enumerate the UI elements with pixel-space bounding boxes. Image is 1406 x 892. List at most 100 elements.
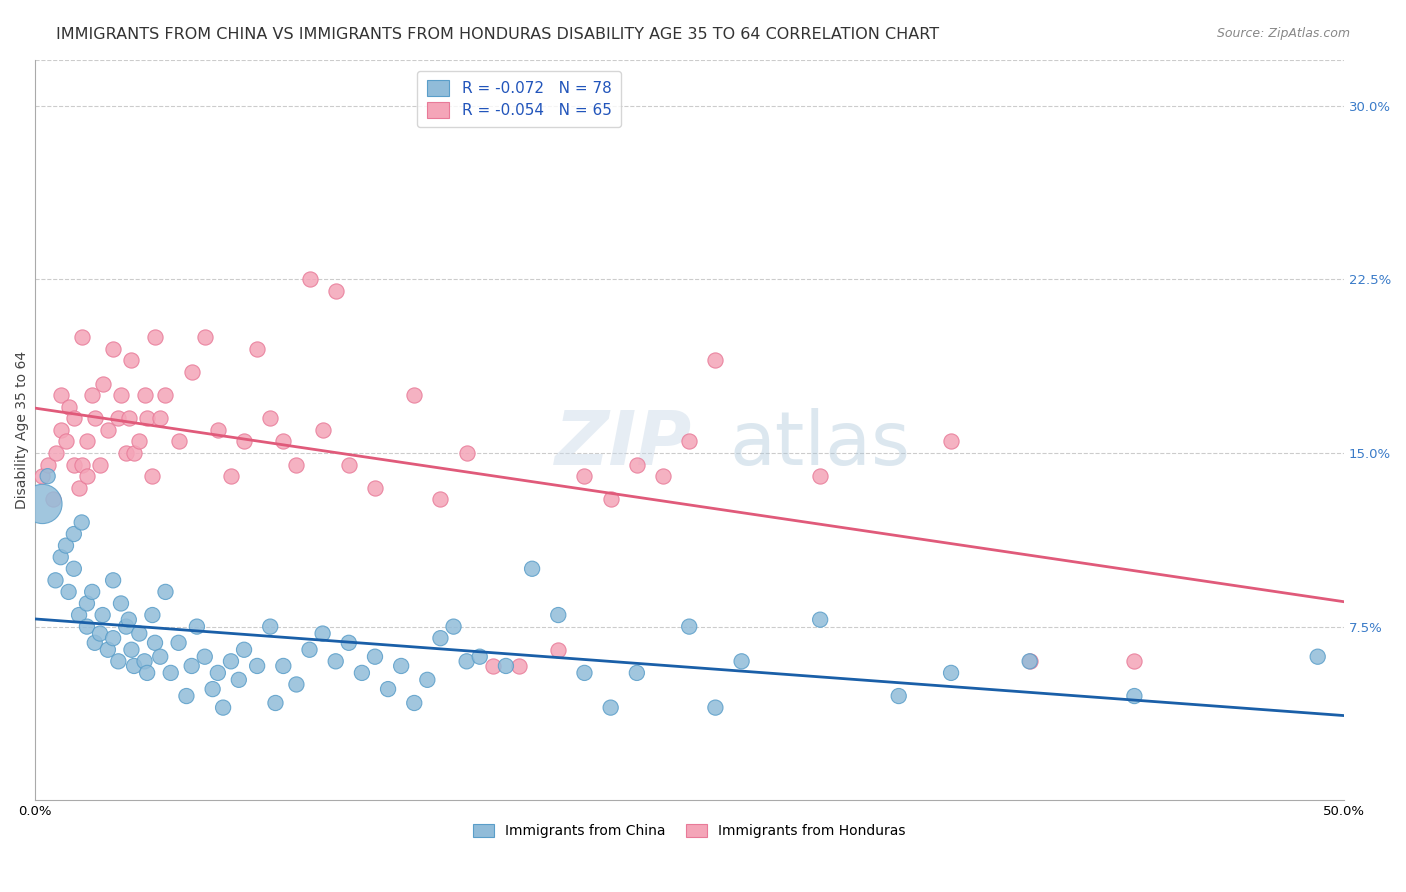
- Text: IMMIGRANTS FROM CHINA VS IMMIGRANTS FROM HONDURAS DISABILITY AGE 35 TO 64 CORREL: IMMIGRANTS FROM CHINA VS IMMIGRANTS FROM…: [56, 27, 939, 42]
- Point: [1018, 654, 1040, 668]
- Point: [67, 481, 90, 495]
- Point: [404, 388, 426, 402]
- Point: [118, 613, 141, 627]
- Point: [285, 677, 308, 691]
- Point: [31, 497, 53, 511]
- Point: [939, 665, 962, 680]
- Point: [325, 654, 347, 668]
- Point: [1123, 689, 1146, 703]
- Point: [110, 388, 132, 402]
- Point: [89, 626, 111, 640]
- Point: [939, 434, 962, 449]
- Point: [298, 642, 321, 657]
- Point: [404, 696, 426, 710]
- Point: [141, 608, 163, 623]
- Legend: Immigrants from China, Immigrants from Honduras: Immigrants from China, Immigrants from H…: [465, 817, 912, 845]
- Point: [599, 492, 621, 507]
- Point: [180, 659, 202, 673]
- Point: [63, 527, 86, 541]
- Point: [83, 636, 105, 650]
- Point: [122, 659, 145, 673]
- Point: [246, 342, 269, 356]
- Point: [37, 458, 59, 472]
- Point: [364, 649, 387, 664]
- Point: [298, 272, 321, 286]
- Point: [264, 696, 287, 710]
- Point: [273, 659, 295, 673]
- Point: [63, 458, 86, 472]
- Point: [167, 434, 190, 449]
- Point: [58, 400, 80, 414]
- Point: [149, 411, 172, 425]
- Point: [456, 446, 478, 460]
- Point: [136, 411, 159, 425]
- Point: [55, 539, 77, 553]
- Point: [377, 682, 399, 697]
- Point: [143, 636, 166, 650]
- Point: [49, 388, 72, 402]
- Point: [808, 469, 831, 483]
- Point: [134, 654, 156, 668]
- Point: [233, 434, 256, 449]
- Point: [547, 642, 569, 657]
- Point: [58, 585, 80, 599]
- Point: [547, 608, 569, 623]
- Point: [273, 434, 295, 449]
- Point: [456, 654, 478, 668]
- Point: [120, 642, 142, 657]
- Point: [67, 608, 90, 623]
- Point: [31, 469, 53, 483]
- Point: [350, 665, 373, 680]
- Point: [76, 469, 98, 483]
- Point: [91, 608, 114, 623]
- Point: [55, 434, 77, 449]
- Point: [120, 353, 142, 368]
- Point: [201, 682, 224, 697]
- Point: [246, 659, 269, 673]
- Point: [128, 434, 150, 449]
- Point: [107, 654, 129, 668]
- Point: [186, 619, 208, 633]
- Text: atlas: atlas: [730, 409, 911, 481]
- Point: [76, 434, 98, 449]
- Point: [118, 411, 141, 425]
- Point: [730, 654, 752, 668]
- Point: [626, 665, 648, 680]
- Point: [101, 631, 124, 645]
- Point: [599, 700, 621, 714]
- Point: [429, 631, 451, 645]
- Point: [233, 642, 256, 657]
- Point: [207, 665, 229, 680]
- Point: [652, 469, 675, 483]
- Point: [97, 642, 120, 657]
- Point: [134, 388, 156, 402]
- Point: [76, 619, 98, 633]
- Point: [626, 458, 648, 472]
- Point: [1018, 654, 1040, 668]
- Point: [63, 562, 86, 576]
- Point: [259, 411, 281, 425]
- Point: [91, 376, 114, 391]
- Point: [443, 619, 465, 633]
- Point: [176, 689, 198, 703]
- Point: [887, 689, 910, 703]
- Point: [704, 700, 727, 714]
- Point: [212, 700, 235, 714]
- Point: [219, 654, 242, 668]
- Point: [364, 481, 387, 495]
- Point: [141, 469, 163, 483]
- Point: [49, 423, 72, 437]
- Point: [207, 423, 229, 437]
- Point: [508, 659, 530, 673]
- Point: [808, 613, 831, 627]
- Point: [44, 574, 66, 588]
- Point: [128, 626, 150, 640]
- Point: [89, 458, 111, 472]
- Point: [82, 585, 104, 599]
- Point: [574, 665, 596, 680]
- Point: [70, 516, 93, 530]
- Point: [311, 423, 333, 437]
- Point: [704, 353, 727, 368]
- Point: [107, 411, 129, 425]
- Point: [495, 659, 517, 673]
